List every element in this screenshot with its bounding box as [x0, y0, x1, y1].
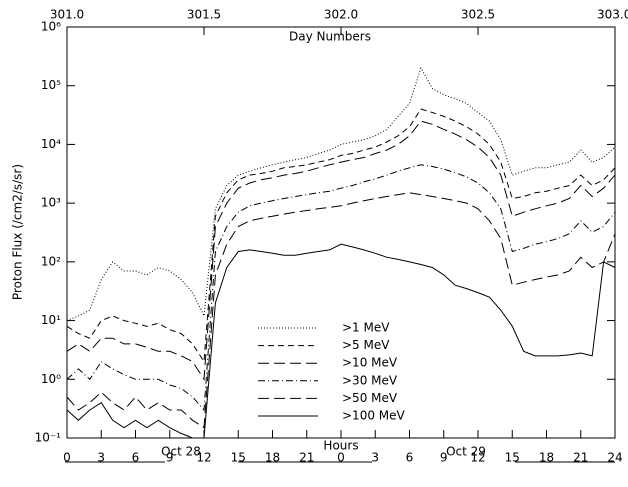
x-tick-label: 3 — [97, 451, 105, 465]
x-tick-label: 15 — [505, 451, 520, 465]
y-tick-label: 10⁴ — [41, 137, 61, 151]
chart-title: Day Numbers — [289, 30, 371, 44]
date-label: Oct 29 — [446, 445, 486, 459]
legend-label: >10 MeV — [342, 356, 398, 370]
y-tick-label: 10¹ — [41, 313, 61, 327]
x-tick-label: 21 — [573, 451, 588, 465]
x-tick-label: 0 — [337, 451, 345, 465]
x2-tick-label: 301.5 — [187, 8, 221, 22]
x-tick-label: 21 — [299, 451, 314, 465]
x-tick-label: 9 — [166, 451, 174, 465]
x-tick-label: 9 — [440, 451, 448, 465]
series-line — [66, 243, 616, 439]
series-line — [66, 66, 616, 322]
y-tick-label: 10⁶ — [41, 20, 61, 34]
legend-label: >100 MeV — [342, 409, 406, 423]
series-line — [66, 164, 616, 412]
series-line — [66, 108, 616, 364]
x-tick-label: 6 — [406, 451, 414, 465]
x2-tick-label: 302.0 — [324, 8, 358, 22]
x-tick-label: 3 — [371, 451, 379, 465]
x-tick-label: 18 — [265, 451, 280, 465]
y-tick-label: 10⁰ — [41, 372, 61, 386]
x-tick-label: 6 — [132, 451, 140, 465]
legend-label: >30 MeV — [342, 373, 398, 387]
legend-label: >5 MeV — [342, 338, 390, 352]
x-tick-label: 12 — [470, 451, 485, 465]
date-label: Oct 28 — [161, 445, 201, 459]
x-tick-label: 18 — [539, 451, 554, 465]
y-axis-label: Proton Flux (/cm2/s/sr) — [11, 164, 25, 300]
x2-tick-label: 302.5 — [461, 8, 495, 22]
x-axis-label: Hours — [323, 439, 358, 453]
series-line — [66, 192, 616, 429]
x2-tick-label: 301.0 — [50, 8, 84, 22]
x-tick-label: 24 — [607, 451, 622, 465]
x2-tick-label: 303.0 — [597, 8, 628, 22]
series-line — [66, 120, 616, 381]
y-tick-label: 10² — [41, 254, 61, 268]
x-tick-label: 0 — [63, 451, 71, 465]
y-tick-label: 10⁻¹ — [35, 431, 62, 445]
x-tick-label: 12 — [196, 451, 211, 465]
y-tick-label: 10³ — [41, 196, 61, 210]
legend-label: >1 MeV — [342, 321, 390, 335]
y-tick-label: 10⁵ — [41, 78, 61, 92]
legend-label: >50 MeV — [342, 391, 398, 405]
plot-frame — [66, 26, 616, 439]
x-tick-label: 15 — [231, 451, 246, 465]
